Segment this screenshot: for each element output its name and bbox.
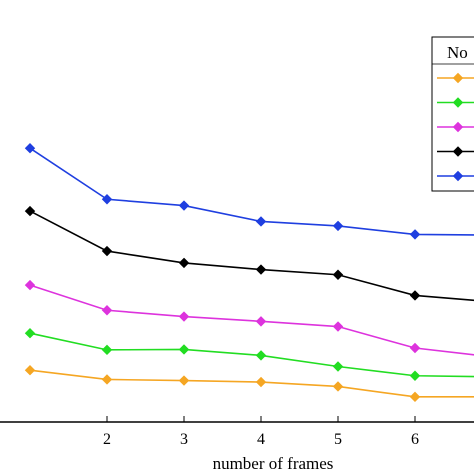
series-1-point <box>101 374 113 385</box>
series-line-3 <box>29 284 474 356</box>
series-4-point <box>255 264 267 275</box>
legend-marker-5 <box>452 170 464 182</box>
series-3-point <box>255 316 267 327</box>
legend-marker-1 <box>452 72 464 84</box>
legend-entries <box>437 72 474 182</box>
series-1-point <box>255 376 267 388</box>
x-tick-label: 4 <box>257 431 265 448</box>
series-2-point <box>101 344 113 356</box>
series-4-point <box>101 245 113 257</box>
series-3-point <box>101 305 113 316</box>
series-2-point <box>24 327 36 339</box>
x-tick-label: 2 <box>103 431 111 448</box>
series-3-point <box>178 311 190 322</box>
x-axis-label: number of frames <box>213 454 334 473</box>
x-tick-label: 3 <box>180 431 188 448</box>
series-1-point <box>178 375 190 386</box>
x-tick-label: 6 <box>411 431 419 448</box>
series-3-point <box>332 321 344 332</box>
series-layer <box>24 142 474 403</box>
series-5-point <box>332 220 344 232</box>
series-2-point <box>255 350 267 361</box>
series-3-point <box>409 342 421 354</box>
series-5-point <box>24 142 36 154</box>
legend: No <box>431 36 474 192</box>
series-line-4 <box>29 210 474 302</box>
series-line-5 <box>29 147 474 236</box>
series-3-point <box>24 279 36 291</box>
legend-box <box>431 36 474 192</box>
legend-marker-3 <box>452 121 464 133</box>
series-1-point <box>24 364 36 376</box>
series-2-point <box>332 361 344 372</box>
series-4-point <box>178 257 190 269</box>
legend-title: No <box>447 43 468 62</box>
series-1-point <box>409 391 421 403</box>
legend-marker-4 <box>452 146 464 157</box>
series-2-point <box>178 344 190 355</box>
x-tick-layer: 234567 <box>103 416 419 448</box>
series-line-1 <box>29 369 474 398</box>
series-line-2 <box>29 332 474 378</box>
legend-marker-2 <box>452 97 464 108</box>
series-5-point <box>178 200 190 211</box>
series-5-point <box>101 194 113 205</box>
series-4-point <box>24 205 36 217</box>
series-5-point <box>409 229 421 240</box>
x-tick-label: 5 <box>334 431 342 448</box>
series-5-point <box>255 216 267 227</box>
series-1-point <box>332 381 344 392</box>
series-2-point <box>409 370 421 381</box>
series-4-point <box>409 290 421 301</box>
series-4-point <box>332 269 344 280</box>
